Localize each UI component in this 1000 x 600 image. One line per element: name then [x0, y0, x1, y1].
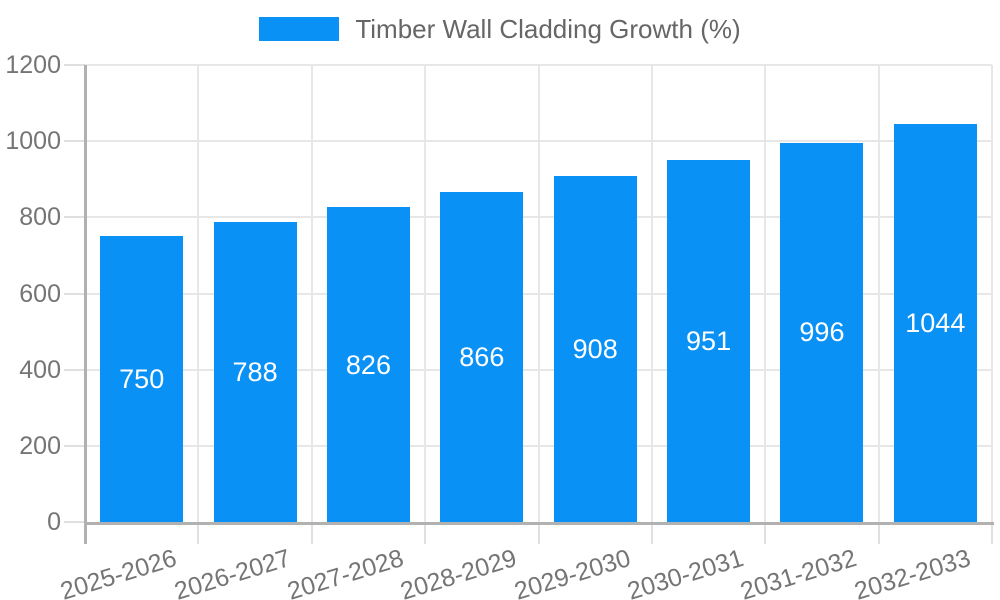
x-tick-label: 2028-2029 [397, 544, 520, 600]
v-gridline [991, 65, 993, 522]
y-axis-tick [64, 140, 85, 143]
y-axis-tick [64, 368, 85, 371]
x-axis-tick [537, 525, 540, 544]
bar-2031-2032 [780, 142, 864, 522]
y-tick-label: 800 [19, 203, 61, 232]
y-axis-tick [64, 521, 85, 523]
bar-2028-2029 [440, 192, 524, 522]
bar-2030-2031 [667, 159, 751, 522]
x-tick-label: 2027-2028 [284, 544, 407, 600]
bar-value-label: 996 [799, 317, 845, 348]
y-axis-tick [64, 444, 85, 447]
bar-value-label: 750 [119, 364, 165, 395]
bar-2025-2026 [100, 236, 184, 522]
legend-label: Timber Wall Cladding Growth (%) [355, 14, 741, 44]
bar-2026-2027 [213, 221, 297, 522]
x-tick-label: 2025-2026 [57, 544, 180, 600]
v-gridline [764, 65, 767, 522]
bar-2032-2033 [893, 124, 977, 522]
x-axis-tick [650, 525, 653, 544]
x-axis-tick [424, 525, 427, 544]
x-tick-label: 2029-2030 [510, 544, 634, 600]
y-tick-label: 1000 [5, 127, 61, 156]
v-gridline [877, 65, 880, 522]
y-axis-line [83, 65, 87, 544]
x-axis-tick [310, 525, 313, 544]
x-tick-label: 2032-2033 [850, 544, 974, 600]
x-axis-tick [991, 525, 993, 544]
bar-value-label: 866 [459, 342, 505, 373]
x-axis-tick [197, 525, 200, 544]
bar-value-label: 908 [572, 334, 618, 365]
y-axis-tick [64, 216, 85, 219]
x-tick-label: 2031-2032 [737, 544, 861, 600]
x-axis-tick [764, 525, 767, 544]
y-tick-label: 0 [47, 508, 61, 536]
y-axis-tick [64, 64, 85, 66]
v-gridline [424, 65, 427, 522]
x-tick-label: 2026-2027 [170, 544, 294, 600]
x-axis-tick [877, 525, 880, 544]
bar-value-label: 1044 [905, 308, 966, 339]
y-tick-label: 600 [19, 279, 61, 308]
y-axis-tick [64, 292, 85, 295]
v-gridline [650, 65, 653, 522]
x-tick-label: 2030-2031 [624, 544, 747, 600]
legend-item-timber-wall-cladding[interactable]: Timber Wall Cladding Growth (%) [259, 14, 741, 44]
v-gridline [537, 65, 540, 522]
bar-value-label: 951 [686, 325, 732, 356]
v-gridline [197, 65, 200, 522]
y-tick-label: 400 [19, 355, 61, 384]
bar-2027-2028 [326, 207, 410, 522]
chart-legend: Timber Wall Cladding Growth (%) [0, 14, 1000, 44]
bar-value-label: 826 [345, 349, 391, 380]
bar-2029-2030 [553, 176, 637, 522]
y-tick-label: 1200 [5, 51, 61, 79]
legend-swatch [259, 17, 340, 41]
x-axis-line [83, 522, 994, 525]
bar-value-label: 788 [232, 356, 278, 387]
y-tick-label: 200 [19, 431, 61, 460]
v-gridline [310, 65, 313, 522]
